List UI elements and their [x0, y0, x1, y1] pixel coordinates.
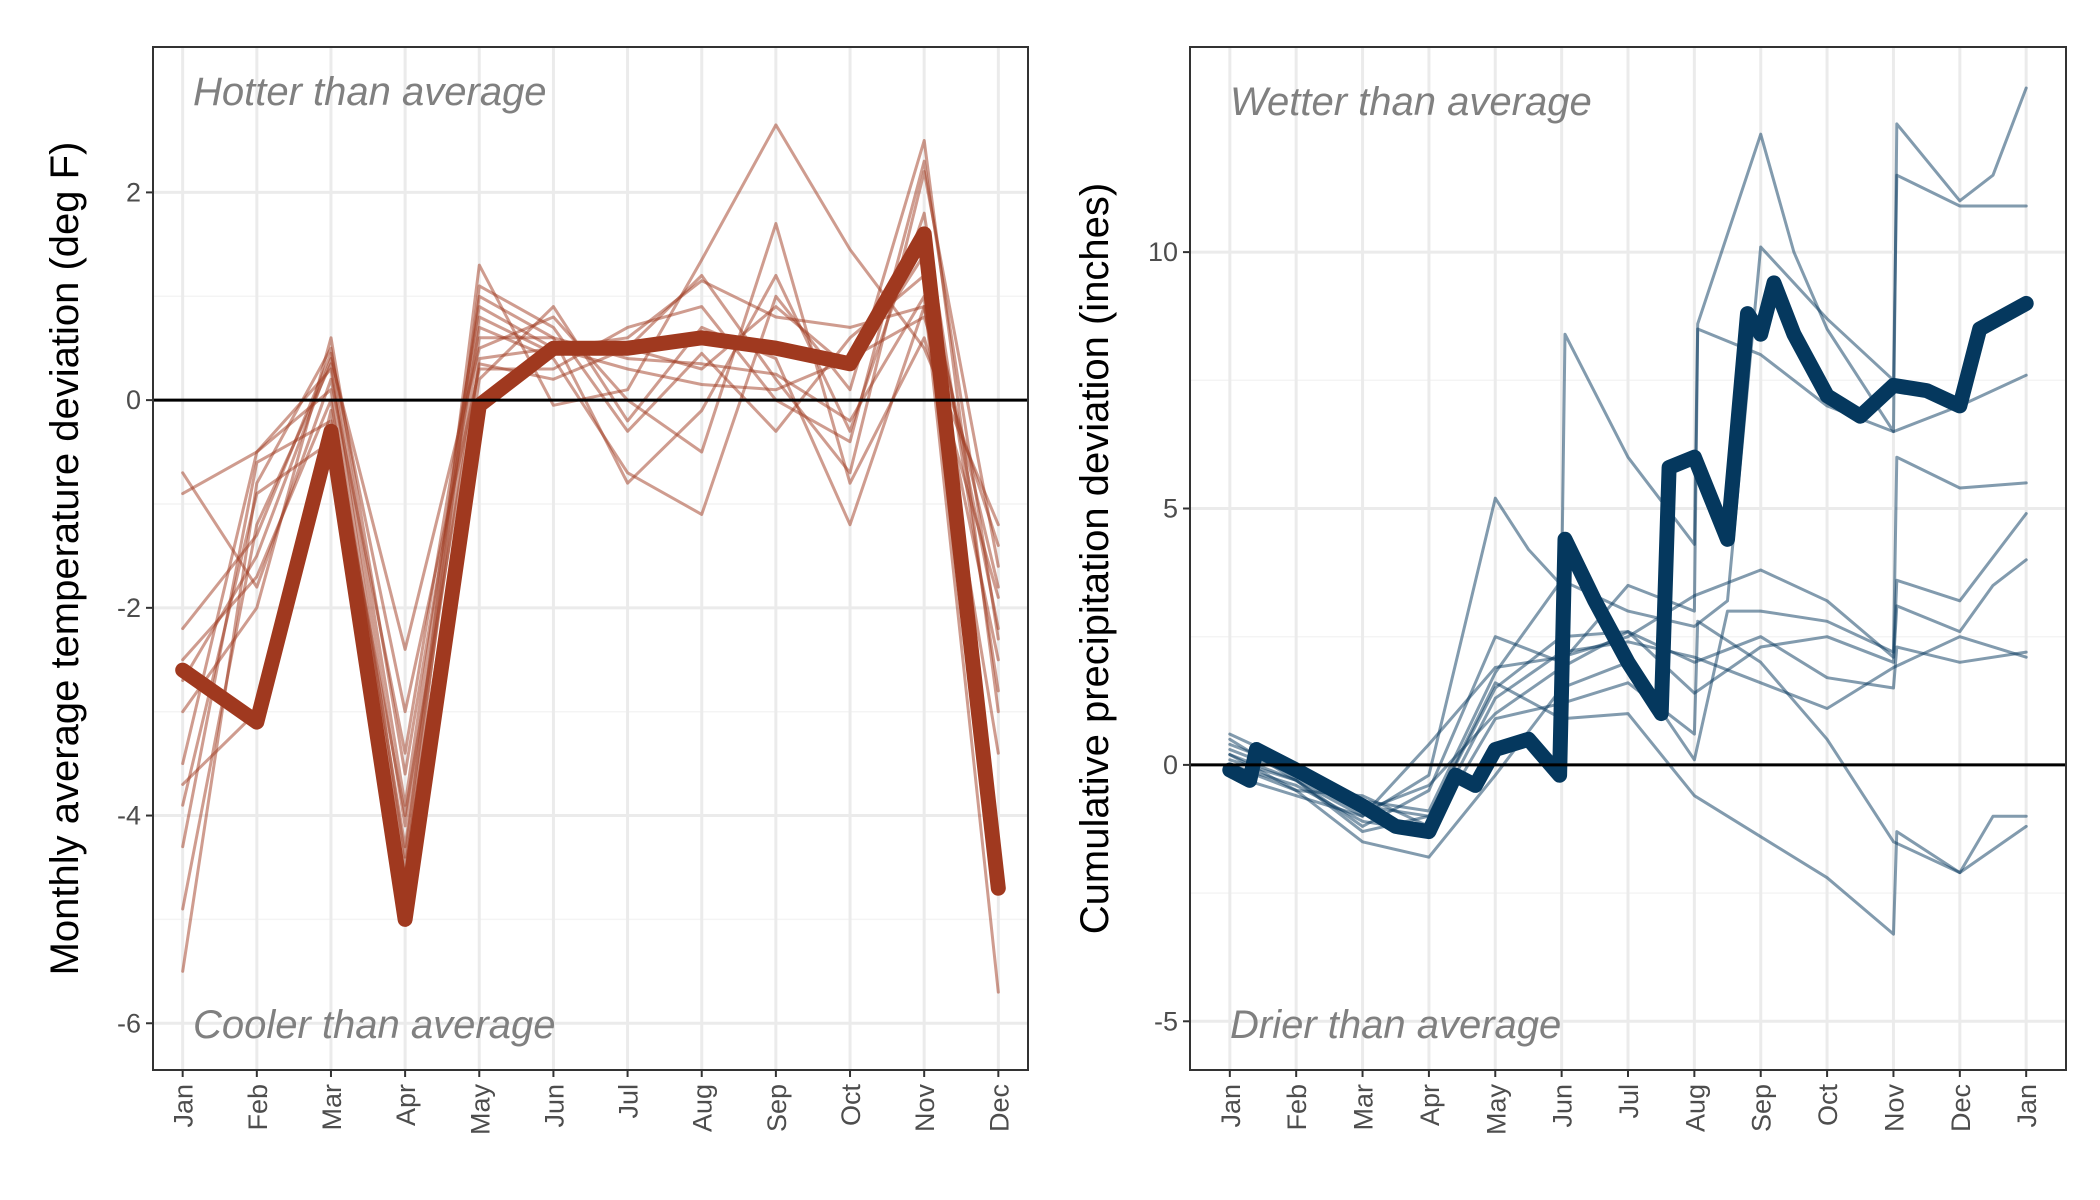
precip-series-line [1228, 455, 2028, 859]
precipitation-y-axis-title: Cumulative precipitation deviation (inch… [1073, 183, 1117, 934]
precip-series-line [1228, 173, 2028, 813]
temp-y-tick-label: -6 [117, 1008, 141, 1038]
precip-x-tick-label: Mar [1349, 1084, 1379, 1131]
precip-x-tick-label: Aug [1680, 1084, 1710, 1132]
temperature-chart: -6 -4 -2 0 2 Jan Feb Mar Apr May Jun Jul Aug Sep Oct No… [43, 46, 1029, 1135]
temp-x-tick-label: Mar [317, 1084, 347, 1131]
temp-x-tick-label: Apr [391, 1084, 421, 1126]
precipitation-axes: -5 0 5 10 Jan Feb Mar Apr May Jun Jul Aug Sep Oct Nov D… [1148, 237, 2042, 1135]
temp-x-tick-label: Jul [614, 1084, 644, 1119]
precip-series-line [1228, 635, 2028, 828]
temp-y-tick-label: 0 [126, 385, 141, 415]
temperature-annotation-hotter: Hotter than average [193, 70, 547, 114]
temperature-y-axis-title: Monthly average temperature deviation (d… [43, 142, 87, 976]
temp-x-tick-label: Jan [169, 1084, 199, 1128]
precip-x-tick-label: Sep [1747, 1084, 1777, 1132]
temp-x-tick-label: May [465, 1084, 495, 1136]
temp-y-tick-label: -4 [117, 801, 141, 831]
precip-x-tick-label: Feb [1282, 1084, 1312, 1131]
precip-series-line [1228, 681, 2028, 936]
temp-x-tick-label: Aug [688, 1084, 718, 1132]
temp-series-line [181, 222, 1000, 682]
temp-x-tick-label: Feb [243, 1084, 273, 1131]
temp-y-tick-label: 2 [126, 177, 141, 207]
precip-y-tick-label: 5 [1163, 494, 1178, 524]
temp-x-tick-label: Jun [539, 1084, 569, 1128]
precipitation-annotation-wetter: Wetter than average [1230, 80, 1592, 124]
precip-x-tick-label: Jan [1216, 1084, 1246, 1128]
precip-x-tick-label: Dec [1946, 1084, 1976, 1132]
precipitation-chart: -5 0 5 10 Jan Feb Mar Apr May Jun Jul Aug Sep Oct Nov D… [1073, 46, 2067, 1135]
temperature-gridlines [153, 47, 1028, 1070]
temp-x-tick-label: Nov [910, 1084, 940, 1133]
precip-y-tick-label: 0 [1163, 750, 1178, 780]
precip-x-tick-label: Oct [1813, 1084, 1843, 1127]
precip-x-tick-label: Nov [1879, 1084, 1909, 1133]
temp-panel-background [153, 47, 1028, 1070]
precip-highlight-series-line [1222, 275, 2034, 840]
temperature-panel-border [152, 46, 1029, 1071]
precip-x-tick-label: May [1481, 1084, 1511, 1136]
temperature-axes: -6 -4 -2 0 2 Jan Feb Mar Apr May Jun Jul Aug Sep Oct No… [117, 177, 1014, 1135]
precipitation-annotation-drier: Drier than average [1230, 1003, 1561, 1047]
temperature-annotation-cooler: Cooler than average [193, 1003, 555, 1047]
temp-x-tick-label: Oct [836, 1084, 866, 1127]
precip-x-tick-label: Jan [2012, 1084, 2042, 1128]
precip-y-tick-label: 10 [1148, 237, 1178, 267]
precipitation-series [1222, 86, 2034, 936]
precip-x-tick-label: Jun [1548, 1084, 1578, 1128]
precipitation-gridlines [1190, 47, 2066, 1070]
precip-x-tick-label: Jul [1614, 1084, 1644, 1119]
precip-y-tick-label: -5 [1154, 1006, 1178, 1036]
temp-x-tick-label: Dec [984, 1084, 1014, 1132]
precip-x-tick-label: Apr [1415, 1084, 1445, 1126]
temp-y-tick-label: -2 [117, 593, 141, 623]
temperature-series [175, 123, 1006, 994]
temp-highlight-series-line [175, 226, 1006, 927]
temp-x-tick-label: Sep [762, 1084, 792, 1132]
